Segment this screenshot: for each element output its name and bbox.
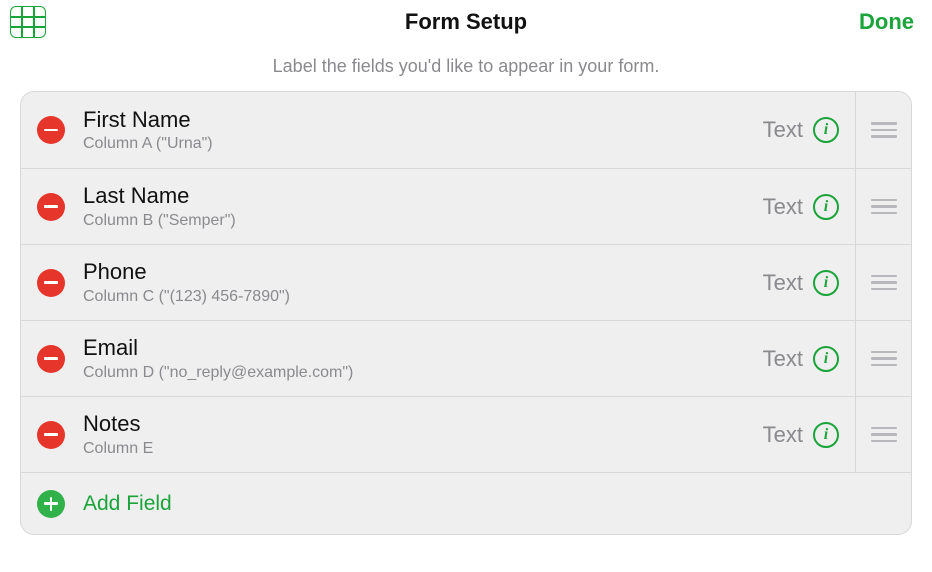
remove-field-button[interactable] [37, 421, 65, 449]
drag-handle-icon[interactable] [871, 427, 897, 443]
field-labels[interactable]: Email Column D ("no_reply@example.com") [83, 335, 763, 381]
drag-handle-icon[interactable] [871, 351, 897, 367]
info-icon[interactable]: i [813, 422, 839, 448]
field-name: Last Name [83, 183, 763, 209]
remove-field-button[interactable] [37, 345, 65, 373]
subtitle-text: Label the fields you'd like to appear in… [0, 56, 932, 77]
add-field-label: Add Field [83, 492, 172, 516]
field-type-label: Text [763, 422, 803, 448]
field-labels[interactable]: Notes Column E [83, 411, 763, 457]
remove-field-button[interactable] [37, 116, 65, 144]
field-row: Notes Column E Text i [21, 396, 911, 472]
field-name: Notes [83, 411, 763, 437]
field-row: Last Name Column B ("Semper") Text i [21, 168, 911, 244]
info-icon[interactable]: i [813, 194, 839, 220]
field-row: Phone Column C ("(123) 456-7890") Text i [21, 244, 911, 320]
field-labels[interactable]: Last Name Column B ("Semper") [83, 183, 763, 229]
field-row: Email Column D ("no_reply@example.com") … [21, 320, 911, 396]
field-type-label: Text [763, 270, 803, 296]
drag-zone [855, 321, 911, 396]
field-column: Column D ("no_reply@example.com") [83, 364, 763, 382]
field-name: First Name [83, 107, 763, 133]
done-button[interactable]: Done [859, 0, 914, 44]
field-labels[interactable]: First Name Column A ("Urna") [83, 107, 763, 153]
drag-handle-icon[interactable] [871, 122, 897, 138]
field-column: Column E [83, 440, 763, 458]
field-type-label: Text [763, 346, 803, 372]
add-field-row[interactable]: Add Field [21, 472, 911, 534]
field-type-label: Text [763, 117, 803, 143]
field-name: Phone [83, 259, 763, 285]
plus-icon [37, 490, 65, 518]
drag-zone [855, 92, 911, 168]
drag-zone [855, 169, 911, 244]
drag-handle-icon[interactable] [871, 199, 897, 215]
drag-handle-icon[interactable] [871, 275, 897, 291]
info-icon[interactable]: i [813, 117, 839, 143]
remove-field-button[interactable] [37, 193, 65, 221]
field-name: Email [83, 335, 763, 361]
field-type-label: Text [763, 194, 803, 220]
drag-zone [855, 245, 911, 320]
field-column: Column A ("Urna") [83, 135, 763, 153]
field-labels[interactable]: Phone Column C ("(123) 456-7890") [83, 259, 763, 305]
fields-panel: First Name Column A ("Urna") Text i Last… [20, 91, 912, 535]
field-row: First Name Column A ("Urna") Text i [21, 92, 911, 168]
field-column: Column C ("(123) 456-7890") [83, 288, 763, 306]
field-column: Column B ("Semper") [83, 212, 763, 230]
drag-zone [855, 397, 911, 472]
remove-field-button[interactable] [37, 269, 65, 297]
page-title: Form Setup [0, 0, 932, 44]
info-icon[interactable]: i [813, 346, 839, 372]
top-bar: Form Setup Done [0, 0, 932, 44]
info-icon[interactable]: i [813, 270, 839, 296]
